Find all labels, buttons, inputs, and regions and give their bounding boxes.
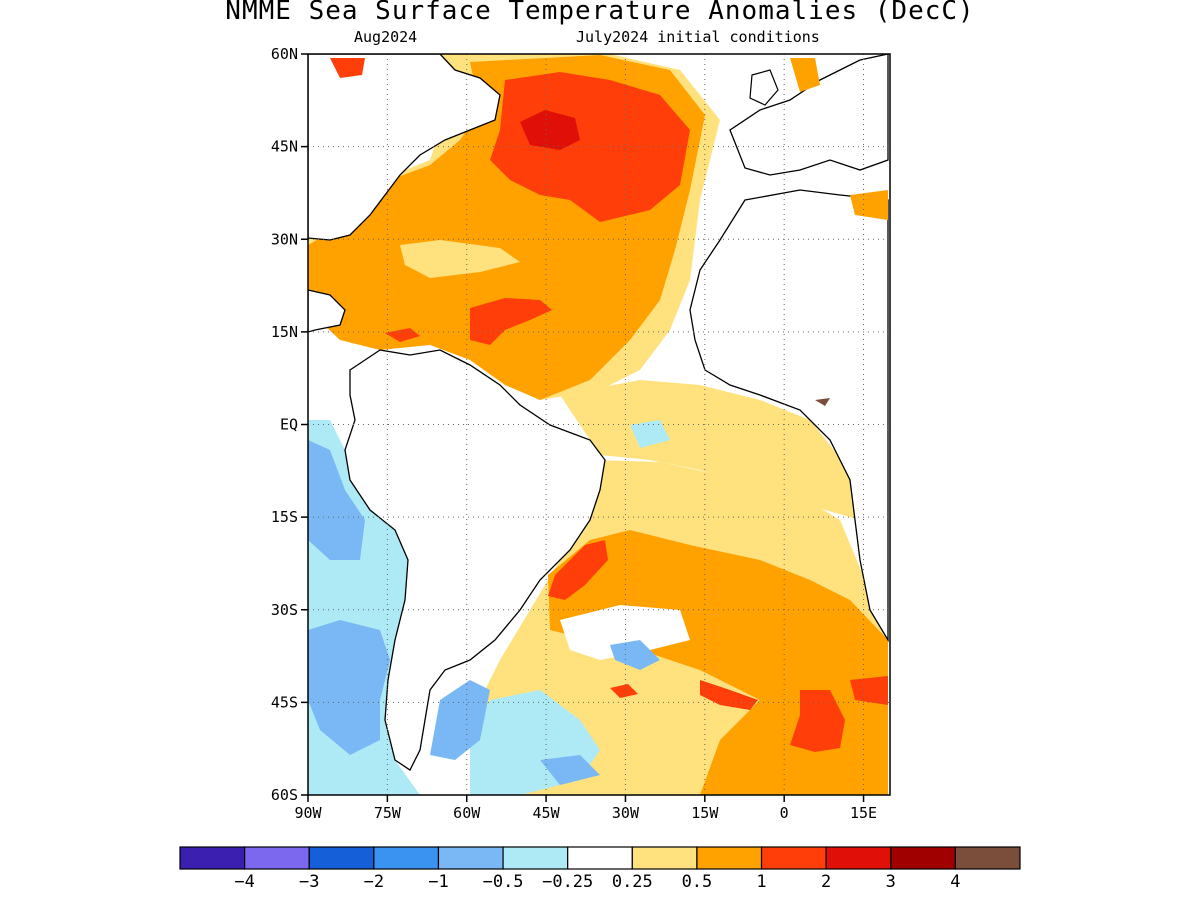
colorbar-swatch <box>373 846 440 870</box>
y-tick-label: EQ <box>280 416 298 434</box>
x-tick-label: 30W <box>612 804 640 822</box>
y-tick-label: 60N <box>271 45 298 63</box>
y-tick-label: 15N <box>271 323 298 341</box>
colorbar-swatch <box>890 846 956 870</box>
land-south-america <box>344 349 606 771</box>
map-axes: 90W 75W 60W 45W 30W 15W 0 15E 60N 45N 30N 15N EQ 15S 3… <box>271 45 877 822</box>
colorbar-label: −4 <box>234 872 254 892</box>
anomaly-region-south-cool-3 <box>610 640 660 670</box>
anomaly-region-equatorial-light <box>560 380 860 520</box>
x-tick-label: 45W <box>533 804 561 822</box>
x-tick-label: 60W <box>453 804 481 822</box>
anomaly-region-south-white-patch <box>560 605 690 660</box>
map-title: NMME Sea Surface Temperature Anomalies (… <box>225 0 975 26</box>
anomaly-region-patagonia-shelf-blue <box>430 680 490 760</box>
x-tick-label: 90W <box>294 804 322 822</box>
colorbar-label: −0.25 <box>542 872 593 892</box>
anomaly-region-labrador-red <box>330 58 365 78</box>
y-tick-label: 30S <box>271 601 298 619</box>
anomaly-region-pacific-cool-south <box>308 620 390 755</box>
colorbar-swatch <box>954 846 1021 870</box>
y-tick-label: 30N <box>271 230 298 248</box>
y-tick-label: 15S <box>271 508 298 526</box>
colorbar-label: 4 <box>950 872 960 892</box>
forecast-month: Aug2024 <box>354 28 418 46</box>
anomaly-region-gulf-of-guinea-brown <box>815 398 830 406</box>
anomaly-region-equatorial-cool <box>630 420 670 448</box>
colorbar-swatch <box>437 846 504 870</box>
x-tick-label: 15W <box>691 804 719 822</box>
y-tick-label: 45N <box>271 138 298 156</box>
colorbar-swatch <box>502 846 569 870</box>
anomaly-region-tropical-red <box>470 298 552 345</box>
map-gridlines <box>308 54 890 795</box>
colorbar-label: −0.5 <box>483 872 524 892</box>
anomaly-region-brazil-current-red <box>548 540 608 600</box>
colorbar: −4 −3 −2 −1 −0.5 −0.25 0.25 0.5 1 2 3 4 <box>179 846 1021 892</box>
colorbar-label: −3 <box>299 872 319 892</box>
colorbar-swatch <box>308 846 375 870</box>
anomaly-region-south-red-4 <box>850 676 888 705</box>
colorbar-label: −2 <box>364 872 384 892</box>
x-tick-label: 0 <box>780 804 789 822</box>
colorbar-label: 0.25 <box>612 872 653 892</box>
anomaly-region-north-sea-orange <box>790 58 820 92</box>
colorbar-swatch <box>631 846 698 870</box>
anomaly-region-south-red-1 <box>610 684 638 698</box>
y-tick-label: 60S <box>271 786 298 804</box>
anomaly-region-mediterranean-orange <box>850 190 888 220</box>
anomaly-region-north-atlantic-red <box>490 72 690 222</box>
land-central-america <box>308 289 346 333</box>
colorbar-swatch <box>760 846 827 870</box>
colorbar-swatch <box>825 846 892 870</box>
x-tick-label: 75W <box>374 804 402 822</box>
colorbar-swatch <box>179 846 246 870</box>
colorbar-label: 2 <box>821 872 831 892</box>
colorbar-label: 3 <box>886 872 896 892</box>
x-tick-label: 15E <box>850 804 877 822</box>
y-tick-label: 45S <box>271 693 298 711</box>
initial-conditions: July2024 initial conditions <box>576 28 820 46</box>
colorbar-swatch <box>244 846 310 870</box>
colorbar-label: 0.5 <box>682 872 713 892</box>
anomaly-field <box>308 54 889 795</box>
colorbar-swatch <box>567 846 633 870</box>
anomaly-region-pacific-cool-mid <box>308 440 365 560</box>
land-europe <box>729 54 889 176</box>
colorbar-label: 1 <box>756 872 766 892</box>
anomaly-region-north-atlantic-core <box>520 110 580 150</box>
colorbar-label: −1 <box>428 872 448 892</box>
land-british-isles <box>749 69 779 106</box>
colorbar-swatch <box>696 846 763 870</box>
anomaly-region-south-cool-2 <box>540 755 600 785</box>
anomaly-region-south-red-3 <box>790 690 845 752</box>
anomaly-region-atlantic-yellow-band <box>400 240 520 278</box>
